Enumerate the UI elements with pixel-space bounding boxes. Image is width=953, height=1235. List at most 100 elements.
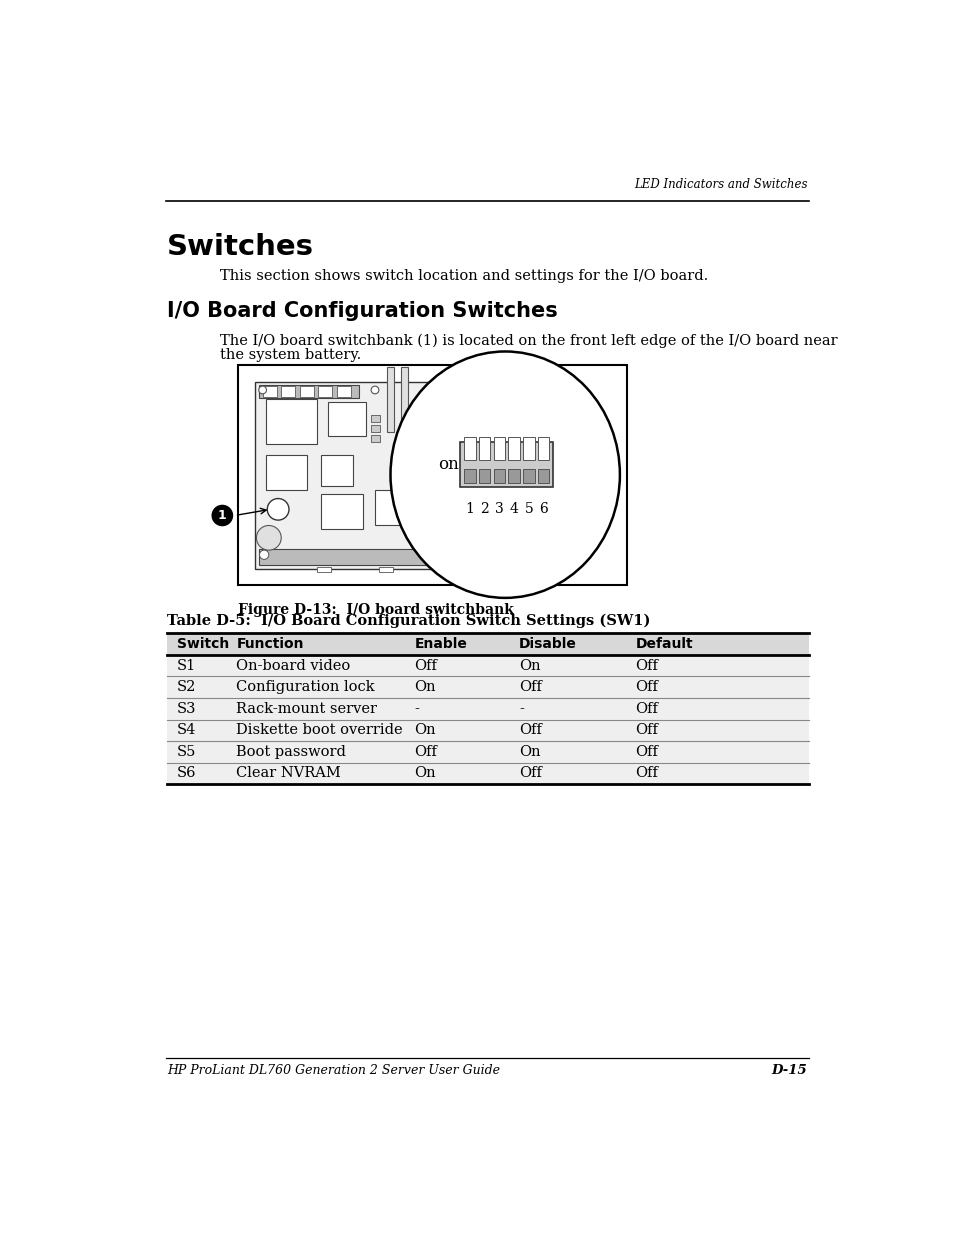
Circle shape [466,421,474,429]
Text: I/O Board Configuration Switches: I/O Board Configuration Switches [167,300,558,321]
FancyBboxPatch shape [537,469,549,483]
FancyBboxPatch shape [371,435,380,442]
Text: Diskette boot override: Diskette boot override [236,724,402,737]
Text: Off: Off [518,680,541,694]
FancyBboxPatch shape [522,437,534,461]
FancyBboxPatch shape [371,415,380,422]
Text: Off: Off [635,701,658,716]
FancyBboxPatch shape [320,494,363,529]
FancyBboxPatch shape [258,550,476,564]
Text: Off: Off [635,724,658,737]
Text: Clear NVRAM: Clear NVRAM [236,767,340,781]
Text: 6: 6 [538,503,547,516]
Text: Enable: Enable [415,637,467,651]
Text: On: On [518,745,540,758]
Text: HP ProLiant DL760 Generation 2 Server User Guide: HP ProLiant DL760 Generation 2 Server Us… [167,1065,499,1077]
Text: S2: S2 [176,680,195,694]
FancyBboxPatch shape [375,490,417,525]
Text: the system battery.: the system battery. [220,347,361,362]
FancyBboxPatch shape [320,456,353,487]
FancyBboxPatch shape [464,469,476,483]
Ellipse shape [390,352,619,598]
FancyBboxPatch shape [167,763,808,784]
FancyBboxPatch shape [537,437,549,461]
Circle shape [267,499,289,520]
Text: S3: S3 [176,701,196,716]
Text: on: on [438,456,458,473]
Text: 1: 1 [217,509,227,522]
FancyBboxPatch shape [281,387,294,396]
FancyBboxPatch shape [440,567,455,572]
Text: D-15: D-15 [771,1065,806,1077]
Text: The I/O board switchbank (1) is located on the front left edge of the I/O board : The I/O board switchbank (1) is located … [220,333,837,348]
Text: LED Indicators and Switches: LED Indicators and Switches [634,178,806,191]
FancyBboxPatch shape [316,567,331,572]
FancyBboxPatch shape [378,567,393,572]
Text: Switches: Switches [167,233,314,261]
FancyBboxPatch shape [522,469,534,483]
Text: Off: Off [635,680,658,694]
Text: Off: Off [518,724,541,737]
FancyBboxPatch shape [493,437,505,461]
Text: Off: Off [635,745,658,758]
FancyBboxPatch shape [299,387,314,396]
Text: Off: Off [518,767,541,781]
Text: -: - [415,701,419,716]
Text: S4: S4 [176,724,195,737]
FancyBboxPatch shape [237,366,626,585]
Text: Disable: Disable [518,637,577,651]
Text: Off: Off [415,658,436,673]
FancyBboxPatch shape [167,634,808,655]
FancyBboxPatch shape [508,437,519,461]
Text: On: On [415,767,436,781]
FancyBboxPatch shape [371,425,380,432]
Text: Off: Off [635,767,658,781]
Text: Function: Function [236,637,303,651]
Circle shape [371,387,378,394]
Text: On-board video: On-board video [236,658,350,673]
FancyBboxPatch shape [258,384,359,399]
FancyBboxPatch shape [336,387,351,396]
FancyBboxPatch shape [464,437,476,461]
Text: Boot password: Boot password [236,745,346,758]
Text: Figure D-13:  I/O board switchbank: Figure D-13: I/O board switchbank [237,603,513,618]
Text: Off: Off [635,658,658,673]
FancyBboxPatch shape [508,469,519,483]
Text: 3: 3 [495,503,503,516]
Text: On: On [518,658,540,673]
Text: 5: 5 [524,503,533,516]
FancyBboxPatch shape [266,456,307,490]
FancyBboxPatch shape [167,720,808,741]
Circle shape [258,387,266,394]
Text: -: - [518,701,523,716]
Text: 1: 1 [465,503,474,516]
Text: Default: Default [635,637,692,651]
Text: S6: S6 [176,767,196,781]
Text: Table D-5:  I/O Board Configuration Switch Settings (SW1): Table D-5: I/O Board Configuration Switc… [167,614,650,627]
Text: 2: 2 [479,503,489,516]
Text: Rack-mount server: Rack-mount server [236,701,376,716]
FancyBboxPatch shape [262,387,276,396]
FancyBboxPatch shape [459,442,553,487]
Text: Off: Off [415,745,436,758]
FancyBboxPatch shape [254,383,479,568]
Text: 4: 4 [509,503,518,516]
FancyBboxPatch shape [266,399,316,443]
FancyBboxPatch shape [167,698,808,720]
Text: S1: S1 [176,658,195,673]
Text: Configuration lock: Configuration lock [236,680,375,694]
FancyBboxPatch shape [459,425,476,494]
FancyBboxPatch shape [400,367,408,432]
Circle shape [259,550,269,559]
Text: S5: S5 [176,745,195,758]
Text: On: On [415,680,436,694]
Text: This section shows switch location and settings for the I/O board.: This section shows switch location and s… [220,269,707,283]
FancyBboxPatch shape [167,741,808,763]
Text: On: On [415,724,436,737]
FancyBboxPatch shape [318,387,332,396]
FancyBboxPatch shape [478,437,490,461]
FancyBboxPatch shape [493,469,505,483]
Text: Switch: Switch [176,637,229,651]
Circle shape [212,505,233,526]
Circle shape [256,526,281,550]
